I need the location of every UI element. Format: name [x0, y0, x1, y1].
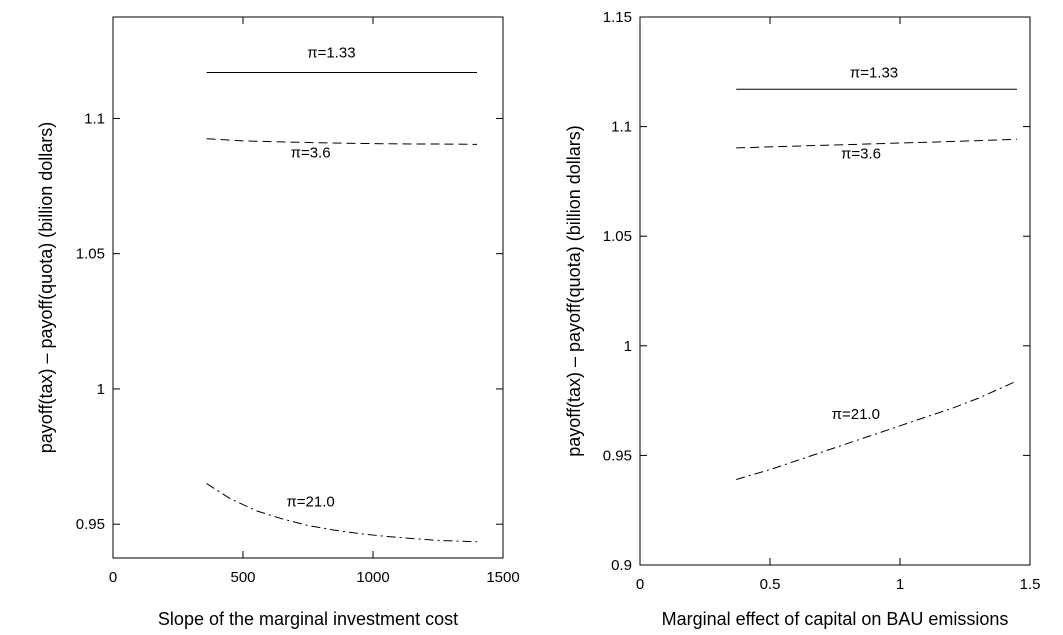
x-tick-label: 0: [636, 576, 644, 593]
plot-frame: [112, 16, 504, 559]
curve-label: π=1.33: [850, 64, 898, 81]
y-tick-label: 1: [97, 381, 105, 398]
x-tick-label: 1: [896, 576, 904, 593]
x-axis-title: Marginal effect of capital on BAU emissi…: [662, 609, 1009, 629]
chart-panel-2: 0 0.5 1 1.5 0.9 0.95 1 1.05 1.1 1.15 Marginal effe…: [564, 9, 1040, 629]
y-tick-label: 0.95: [76, 516, 105, 533]
chart-panel-1: 0 500 1000 1500 0.95 1 1.05 1.1 Slope of the mar…: [36, 16, 520, 629]
y-tick-label: 0.9: [611, 557, 632, 574]
x-axis-title: Slope of the marginal investment cost: [158, 609, 458, 629]
curve-label: π=3.6: [841, 145, 881, 162]
series-line-dashed: [736, 138, 1018, 149]
curve-label: π=21.0: [832, 406, 880, 423]
y-tick-label: 1.05: [603, 228, 632, 245]
series-line-dashed: [206, 138, 478, 145]
y-axis-title: payoff(tax) – payoff(quota) (billion dol…: [564, 125, 584, 457]
y-tick-label: 1.15: [603, 9, 632, 26]
y-tick-label: 1.05: [76, 246, 105, 263]
curve-label: π=21.0: [286, 494, 334, 511]
x-tick-label: 1500: [486, 569, 519, 586]
y-tick-label: 1.1: [611, 119, 632, 136]
series-line-dashdot: [206, 483, 478, 543]
curve-label: π=3.6: [291, 145, 331, 162]
plot-frame: [639, 16, 1031, 566]
y-tick-label: 0.95: [603, 447, 632, 464]
y-tick-label: 1: [624, 338, 632, 355]
y-axis-title: payoff(tax) – payoff(quota) (billion dol…: [36, 122, 56, 454]
series-line-dashdot: [736, 380, 1018, 480]
x-tick-label: 0.5: [760, 576, 781, 593]
curve-label: π=1.33: [307, 45, 355, 62]
x-tick-label: 1000: [356, 569, 389, 586]
x-tick-label: 1.5: [1020, 576, 1041, 593]
x-tick-label: 500: [230, 569, 255, 586]
x-tick-label: 0: [109, 569, 117, 586]
y-tick-label: 1.1: [84, 110, 105, 127]
